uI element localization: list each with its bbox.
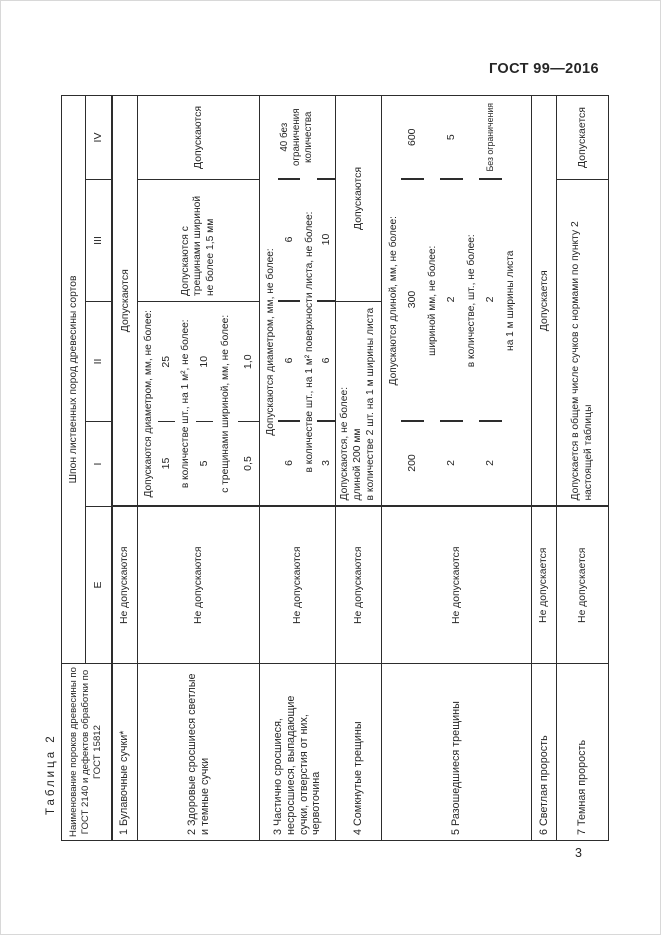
row7-grade-e-cell: Не допускается bbox=[556, 506, 609, 664]
row5-length-iv: 600 bbox=[406, 128, 419, 146]
row2-count-i: 5 bbox=[195, 421, 213, 507]
row3-diameter-ii: 6 bbox=[280, 301, 298, 421]
row2-grade-iii-cell: Допускаются с трещинами шириной не более… bbox=[137, 179, 260, 302]
grade-header-iv: IV bbox=[85, 95, 112, 180]
header-row-group: Наименование пороков древесины по ГОСТ 2… bbox=[61, 95, 112, 841]
header-defect-name-cell: Наименование пороков древесины по ГОСТ 2… bbox=[61, 663, 112, 841]
row3-name-cell: 3 Частично сросшиеся, несросшиеся, выпад… bbox=[259, 663, 336, 841]
table-caption: Таблица 2 bbox=[45, 733, 57, 815]
row5-length-i: 200 bbox=[403, 421, 422, 506]
grade-header-e: Е bbox=[85, 506, 112, 664]
row2-grade-e-cell: Не допускаются bbox=[137, 506, 260, 664]
row3-label-diameter: Допускаются диаметром, мм, не более: bbox=[265, 248, 277, 436]
row5-label-length: Допускаются длиной, мм, не более: bbox=[387, 216, 399, 386]
row5-width-iv: 5 bbox=[445, 134, 458, 141]
row2-diameter-i: 15 bbox=[157, 421, 175, 507]
row5-name-cell: 5 Разошедшиеся трещины bbox=[381, 663, 532, 841]
row2-grade-iv-cell: Допускаются bbox=[137, 95, 260, 180]
row4-grade-e-cell: Не допускаются bbox=[335, 506, 382, 664]
grade-header-i: I bbox=[85, 421, 112, 507]
row7-grades-i-iii-cell: Допускается в общем числе сучков с норма… bbox=[556, 179, 609, 507]
row5-label-width: шириной мм, не более: bbox=[427, 245, 439, 356]
row5-count-ii-iii: 2 bbox=[481, 179, 500, 421]
row3-grades-i-iv-cell: Допускаются диаметром, мм, не более: 6 6… bbox=[259, 95, 336, 507]
row3-count-iii: 10 bbox=[319, 179, 334, 301]
row2-cracks-ii: 1,0 bbox=[237, 301, 260, 422]
row3-count-i: 3 bbox=[319, 421, 334, 506]
row3-diameter-i: 6 bbox=[280, 421, 298, 506]
row2-label-cracks: с трещинами шириной, мм, не более: bbox=[212, 301, 238, 507]
rotated-table-container: Наименование пороков древесины по ГОСТ 2… bbox=[61, 95, 609, 841]
row4-grades-iii-iv-cell: Допускаются bbox=[335, 95, 382, 302]
row6-grades-i-iv-cell: Допускается bbox=[531, 95, 557, 507]
row2-diameter-ii: 25 bbox=[157, 301, 175, 422]
row5-width-ii-iii: 2 bbox=[442, 179, 461, 421]
row1-name-cell: 1 Булавочные сучки* bbox=[111, 663, 138, 841]
row5-grades-i-iv-cell: Допускаются длиной, мм, не более: 200 30… bbox=[381, 95, 532, 507]
row3-count-ii: 6 bbox=[319, 301, 334, 421]
row5-width-i: 2 bbox=[442, 421, 461, 506]
row5-count-i: 2 bbox=[481, 421, 500, 506]
row2-count-ii: 10 bbox=[195, 301, 213, 422]
table-row: 6 Светлая прорость Не допускается Допуск… bbox=[531, 95, 557, 841]
row5-label-per-width: на 1 м ширины листа bbox=[505, 250, 516, 351]
row5-length-ii-iii: 300 bbox=[403, 179, 422, 421]
row2-name-cell: 2 Здоровые сросшиеся светлые и темные су… bbox=[137, 663, 260, 841]
row1-grade-e-cell: Не допускаются bbox=[111, 506, 138, 664]
row2-cracks-i: 0,5 bbox=[237, 421, 260, 507]
row2-label-diameter: Допускаются диаметром, мм, не более: bbox=[137, 301, 158, 507]
table-row: 2 Здоровые сросшиеся светлые и темные су… bbox=[137, 95, 260, 841]
row4-grades-i-ii-cell: Допускаются, не более: длиной 200 мм в к… bbox=[335, 301, 382, 507]
defects-table: Наименование пороков древесины по ГОСТ 2… bbox=[61, 95, 609, 841]
row5-grade-e-cell: Не допускаются bbox=[381, 506, 532, 664]
row1-grades-i-iv-cell: Допускаются bbox=[111, 95, 138, 507]
doc-code: ГОСТ 99—2016 bbox=[489, 61, 599, 77]
row7-grade-iv-cell: Допускается bbox=[556, 95, 609, 180]
header-grades-group-cell: Шпон лиственных пород древесины сортов bbox=[61, 95, 86, 664]
row3-grade-iv-value: 40 без ограничения количества bbox=[279, 108, 314, 166]
row6-grade-e-cell: Не допускается bbox=[531, 506, 557, 664]
row2-label-count: в количестве шт., на 1 м², не более: bbox=[174, 301, 196, 507]
row5-label-count: в количестве, шт., не более: bbox=[466, 234, 478, 368]
row7-name-cell: 7 Темная прорость bbox=[556, 663, 609, 841]
row6-name-cell: 6 Светлая прорость bbox=[531, 663, 557, 841]
grade-header-ii: II bbox=[85, 301, 112, 422]
table-row: 4 Сомкнутые трещины Не допускаются Допус… bbox=[335, 95, 382, 841]
row5-values-grid: Допускаются длиной, мм, не более: 200 30… bbox=[382, 96, 530, 506]
grade-header-iii: III bbox=[85, 179, 112, 302]
row3-label-count: в количестве шт., на 1 м² поверхности ли… bbox=[303, 211, 315, 473]
page-number: 3 bbox=[575, 846, 582, 860]
row4-name-cell: 4 Сомкнутые трещины bbox=[335, 663, 382, 841]
table-row: 1 Булавочные сучки* Не допускаются Допус… bbox=[111, 95, 138, 841]
row3-grade-e-cell: Не допускаются bbox=[259, 506, 336, 664]
row3-values-grid: Допускаются диаметром, мм, не более: 6 6… bbox=[260, 96, 334, 506]
row5-count-iv: Без ограничения bbox=[485, 102, 496, 172]
table-row: 5 Разошедшиеся трещины Не допускаются До… bbox=[381, 95, 532, 841]
table-row: 3 Частично сросшиеся, несросшиеся, выпад… bbox=[259, 95, 336, 841]
row3-diameter-iii: 6 bbox=[280, 179, 298, 301]
table-row: 7 Темная прорость Не допускается Допуска… bbox=[556, 95, 609, 841]
